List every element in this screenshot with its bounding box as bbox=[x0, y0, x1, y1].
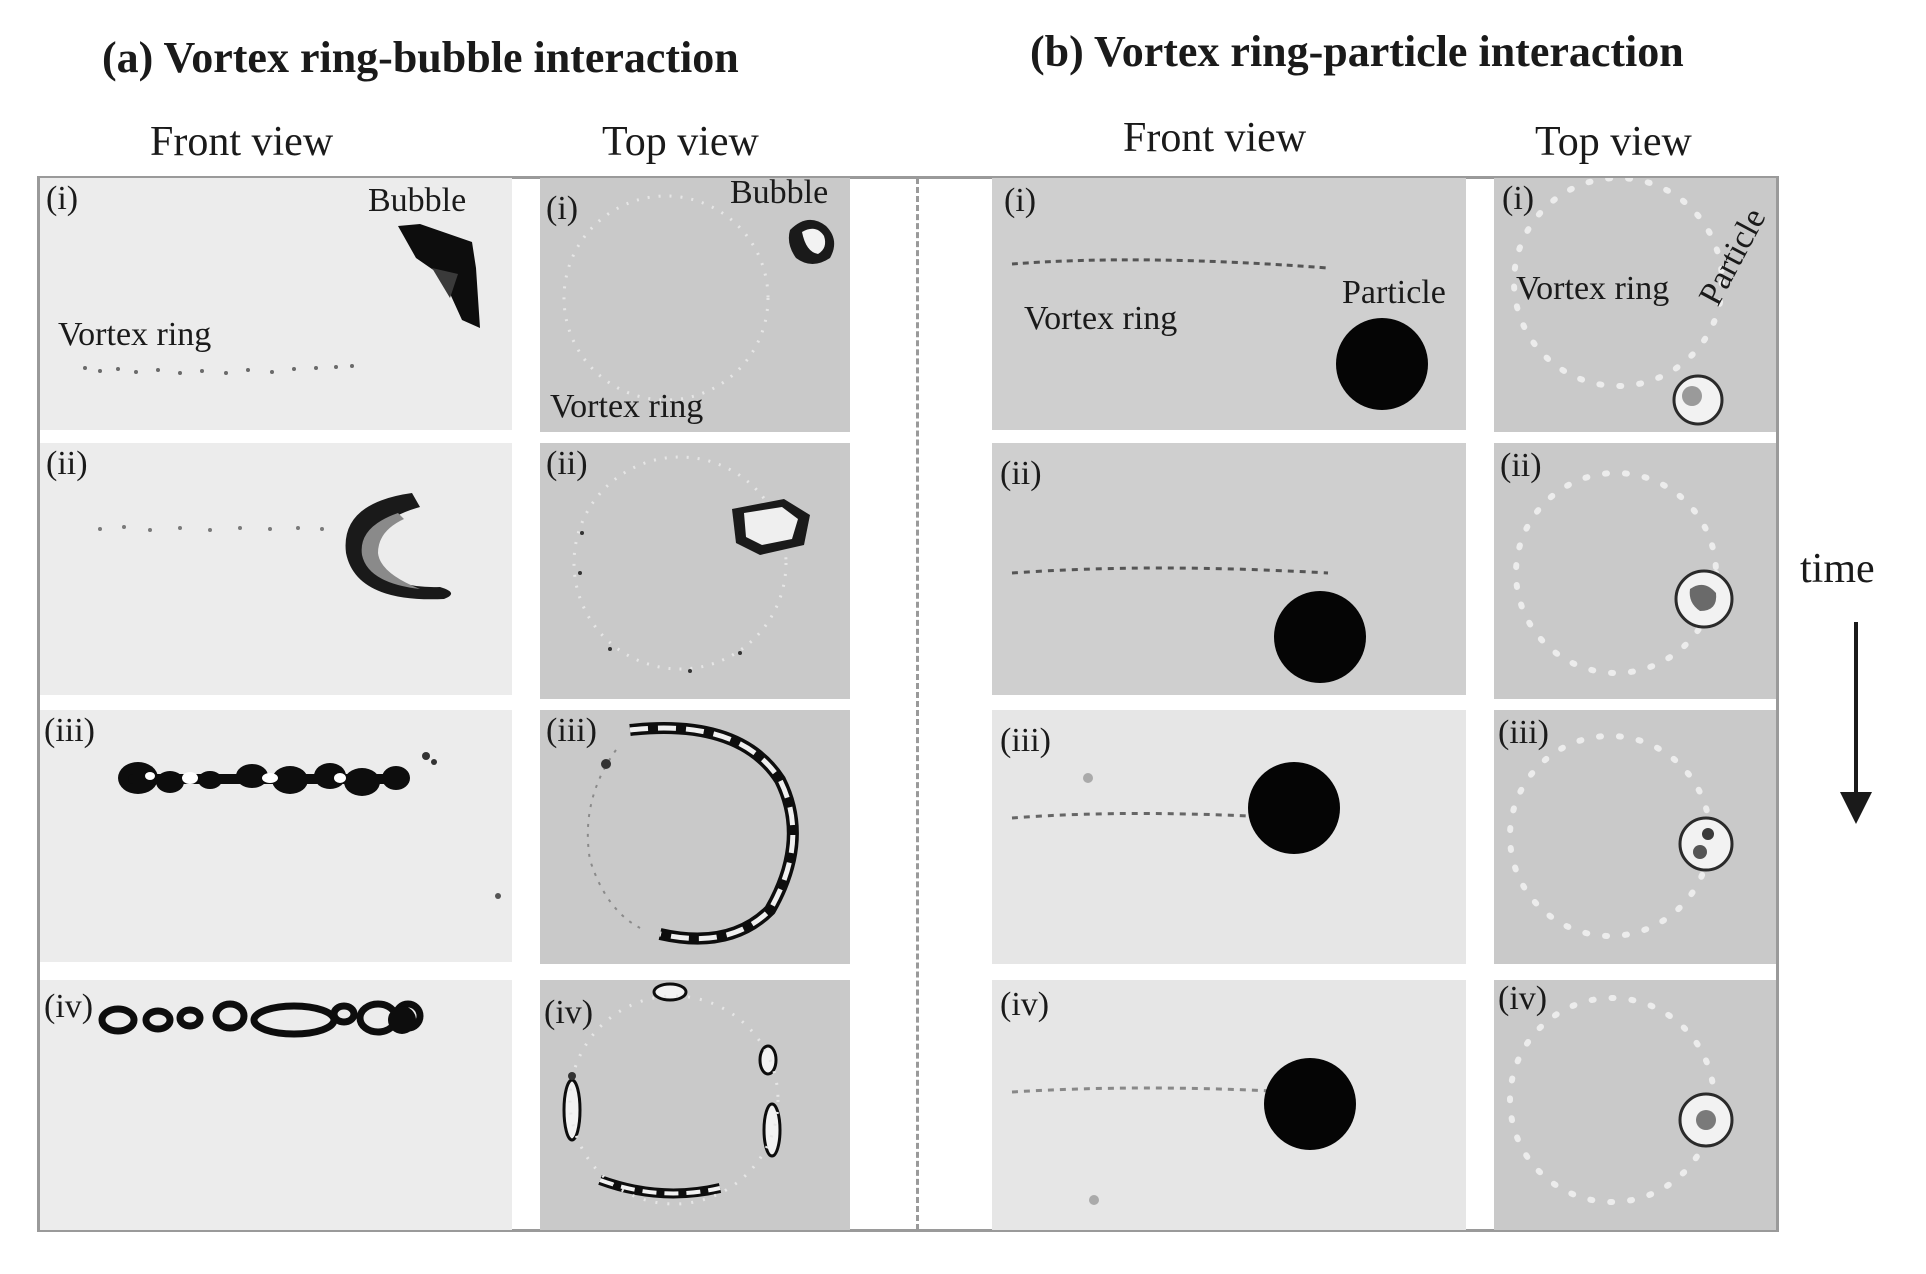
panel-a-front-iii: (iii) bbox=[40, 710, 512, 962]
vortex-ring-label: Vortex ring bbox=[1516, 270, 1670, 307]
particle-top-i-image bbox=[1511, 178, 1725, 426]
panel-a-front-iv: (iv) bbox=[40, 980, 512, 1230]
stage-label: (i) bbox=[1502, 180, 1535, 217]
bubble-top-ii-image bbox=[572, 455, 810, 673]
particle-front-iii-image bbox=[1011, 762, 1340, 854]
bubble-label: Bubble bbox=[368, 182, 467, 219]
bubble-top-i-image bbox=[562, 194, 835, 402]
stage-label: (iv) bbox=[1498, 980, 1548, 1017]
bubble-front-ii-image bbox=[98, 493, 452, 600]
particle-front-iv-image bbox=[1011, 1058, 1356, 1205]
stage-label: (iv) bbox=[1000, 986, 1050, 1023]
panel-a-front-ii: (ii) bbox=[40, 443, 512, 695]
header-b-top-view: Top view bbox=[1535, 119, 1692, 165]
particle-front-ii-image bbox=[1011, 566, 1366, 683]
panel-b-top-iii: (iii) bbox=[1494, 710, 1776, 964]
panel-b-front-iv: (iv) bbox=[992, 980, 1466, 1230]
bubble-front-iv-image bbox=[98, 1000, 424, 1038]
panel-a-top-iii: (iii) bbox=[540, 710, 850, 964]
vortex-ring-label: Vortex ring bbox=[1024, 300, 1178, 337]
time-label: time bbox=[1800, 546, 1875, 592]
vortex-ring-label: Vortex ring bbox=[550, 388, 704, 425]
bubble-top-iii-image bbox=[586, 722, 799, 945]
stage-label: (i) bbox=[46, 180, 79, 217]
panel-b-top-ii: (ii) bbox=[1494, 443, 1776, 699]
panel-a-top-ii: (ii) bbox=[540, 443, 850, 699]
stage-label: (iv) bbox=[44, 988, 94, 1025]
panel-b-top-i: (i) Vortex ring Particle bbox=[1494, 178, 1776, 432]
stage-label: (iii) bbox=[44, 712, 95, 749]
bubble-top-iv-image bbox=[562, 982, 782, 1206]
stage-label: (i) bbox=[1004, 182, 1037, 219]
stage-label: (iii) bbox=[546, 712, 597, 749]
bubble-front-i-image bbox=[83, 224, 480, 375]
stage-label: (iii) bbox=[1000, 722, 1051, 759]
particle-front-i-image bbox=[1011, 258, 1428, 410]
panel-a-front-i: (i) Bubble Vortex ring bbox=[40, 178, 512, 430]
stage-label: (iii) bbox=[1498, 714, 1549, 751]
title-a: (a) Vortex ring-bubble interaction bbox=[102, 33, 739, 82]
particle-label: Particle bbox=[1342, 274, 1446, 311]
stage-label: (ii) bbox=[1500, 447, 1542, 484]
stage-label: (i) bbox=[546, 190, 579, 227]
particle-top-iii-image bbox=[1507, 733, 1734, 939]
panel-a-top-i: (i) Bubble Vortex ring bbox=[540, 178, 850, 432]
panel-b-top-iv: (iv) bbox=[1494, 980, 1776, 1230]
stage-label: (ii) bbox=[46, 445, 88, 482]
panel-b-front-ii: (ii) bbox=[992, 443, 1466, 695]
panel-a-top-iv: (iv) bbox=[540, 980, 850, 1230]
title-b: (b) Vortex ring-particle interaction bbox=[1030, 27, 1684, 76]
stage-label: (ii) bbox=[1000, 455, 1042, 492]
section-divider bbox=[916, 178, 919, 1230]
header-b-front-view: Front view bbox=[1123, 115, 1307, 161]
bubble-label: Bubble bbox=[730, 178, 829, 211]
panel-b-front-iii: (iii) bbox=[992, 710, 1466, 964]
header-a-top-view: Top view bbox=[602, 119, 759, 165]
stage-label: (iv) bbox=[544, 994, 594, 1031]
particle-top-iv-image bbox=[1507, 995, 1734, 1205]
particle-top-ii-image bbox=[1513, 470, 1734, 676]
panel-b-front-i: (i) Particle Vortex ring bbox=[992, 178, 1466, 430]
time-arrow-icon bbox=[1840, 622, 1872, 824]
bubble-front-iii-image bbox=[118, 752, 501, 899]
vortex-ring-label: Vortex ring bbox=[58, 316, 212, 353]
header-a-front-view: Front view bbox=[150, 119, 334, 165]
stage-label: (ii) bbox=[546, 445, 588, 482]
